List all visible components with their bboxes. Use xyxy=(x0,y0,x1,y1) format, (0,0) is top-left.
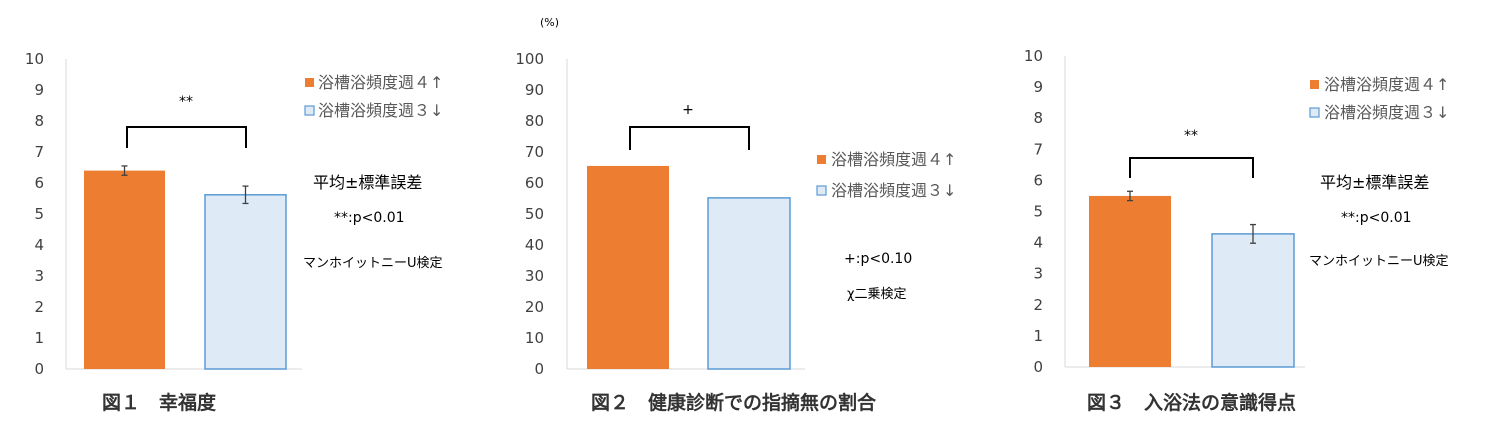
significance-marker: + xyxy=(682,102,694,118)
bar-series2 xyxy=(1211,233,1295,368)
legend-swatch-series2 xyxy=(1309,107,1320,118)
chart-2-svg: (%) 0 10 20 30 40 50 60 70 80 90 100 + 浴槽浴頻度週４↑ 浴槽… xyxy=(515,16,956,414)
legend-swatch-series1 xyxy=(305,78,314,87)
note-test-name: マンホイットニーU検定 xyxy=(1309,254,1449,269)
chart-1-svg: 0 1 2 3 4 5 6 7 8 9 10 ** 浴槽浴頻度週４↑ 浴槽浴頻度週３↓ 平均±標準誤… xyxy=(25,50,444,414)
y-tick-label: 8 xyxy=(34,112,44,130)
y-tick-label: 7 xyxy=(1033,140,1043,158)
legend-swatch-series2 xyxy=(816,185,827,196)
y-tick-label: 40 xyxy=(525,236,544,254)
chart-panel-1: 0 1 2 3 4 5 6 7 8 9 10 ** 浴槽浴頻度週４↑ 浴槽浴頻度週３↓ 平均±標準誤… xyxy=(0,0,500,435)
y-tick-label: 0 xyxy=(534,360,544,378)
legend-label-series1: 浴槽浴頻度週４↑ xyxy=(831,150,956,169)
y-tick-label: 1 xyxy=(1033,327,1043,345)
y-tick-label: 4 xyxy=(1033,234,1043,252)
y-tick-label: 2 xyxy=(34,298,44,316)
y-tick-label: 8 xyxy=(1033,109,1043,127)
figure-caption: 図３ 入浴法の意識得点 xyxy=(1087,391,1296,414)
legend-swatch-series1 xyxy=(1310,80,1319,89)
figure-caption: 図１ 幸福度 xyxy=(102,391,217,414)
significance-marker: ** xyxy=(179,94,193,110)
y-tick-label: 3 xyxy=(34,267,44,285)
y-tick-label: 10 xyxy=(1024,47,1043,65)
legend-label-series2: 浴槽浴頻度週３↓ xyxy=(831,181,956,200)
chart-3-svg: 0 1 2 3 4 5 6 7 8 9 10 ** 浴槽浴頻度週４↑ 浴槽浴頻度週３↓ 平均±標準誤… xyxy=(1024,47,1450,414)
y-tick-label: 9 xyxy=(1033,78,1043,96)
y-tick-label: 10 xyxy=(25,50,44,68)
y-tick-label: 10 xyxy=(525,329,544,347)
legend-swatch-series1 xyxy=(817,155,826,164)
significance-bracket xyxy=(629,126,750,150)
bar-series1 xyxy=(1089,195,1171,367)
y-tick-label: 60 xyxy=(525,174,544,192)
legend-swatch-series2 xyxy=(304,105,315,116)
y-tick-label: 5 xyxy=(1033,203,1043,221)
note-test-name: マンホイットニーU検定 xyxy=(303,256,443,271)
y-tick-label: 3 xyxy=(1033,265,1043,283)
y-tick-label: 30 xyxy=(525,267,544,285)
y-tick-label: 5 xyxy=(34,205,44,223)
y-unit-label: (%) xyxy=(540,16,559,29)
bar-series2 xyxy=(707,197,791,370)
y-tick-label: 2 xyxy=(1033,296,1043,314)
bar-series1 xyxy=(587,165,669,369)
note-test-name: χ二乗検定 xyxy=(847,287,907,302)
y-tick-label: 1 xyxy=(34,329,44,347)
y-axis-ticks: 0 1 2 3 4 5 6 7 8 9 10 xyxy=(1024,47,1043,376)
note-pvalue: **:p<0.01 xyxy=(334,210,405,226)
bar-series1 xyxy=(84,170,165,369)
bar-series2 xyxy=(204,194,287,370)
y-tick-label: 80 xyxy=(525,112,544,130)
y-axis-ticks: 0 1 2 3 4 5 6 7 8 9 10 xyxy=(25,50,44,378)
note-mean-se: 平均±標準誤差 xyxy=(313,173,422,192)
significance-bracket xyxy=(1129,157,1254,178)
legend-label-series2: 浴槽浴頻度週３↓ xyxy=(1324,103,1449,122)
y-tick-label: 20 xyxy=(525,298,544,316)
y-axis-ticks: 0 10 20 30 40 50 60 70 80 90 100 xyxy=(515,50,544,378)
figure-caption: 図２ 健康診断での指摘無の割合 xyxy=(591,391,877,414)
y-tick-label: 4 xyxy=(34,236,44,254)
note-mean-se: 平均±標準誤差 xyxy=(1320,173,1429,192)
y-tick-label: 100 xyxy=(515,50,544,68)
legend-label-series2: 浴槽浴頻度週３↓ xyxy=(318,101,443,120)
y-tick-label: 7 xyxy=(34,143,44,161)
y-tick-label: 0 xyxy=(1033,358,1043,376)
legend-label-series1: 浴槽浴頻度週４↑ xyxy=(1324,75,1449,94)
y-tick-label: 9 xyxy=(34,81,44,99)
y-tick-label: 6 xyxy=(1033,171,1043,189)
y-tick-label: 50 xyxy=(525,205,544,223)
legend-label-series1: 浴槽浴頻度週４↑ xyxy=(318,73,443,92)
note-pvalue: +:p<0.10 xyxy=(844,251,912,267)
chart-panel-2: (%) 0 10 20 30 40 50 60 70 80 90 100 + 浴槽浴頻度週４↑ 浴槽… xyxy=(500,0,1000,435)
chart-panel-3: 0 1 2 3 4 5 6 7 8 9 10 ** 浴槽浴頻度週４↑ 浴槽浴頻度週３↓ 平均±標準誤… xyxy=(1000,0,1500,435)
y-tick-label: 6 xyxy=(34,174,44,192)
significance-bracket xyxy=(126,126,247,148)
note-pvalue: **:p<0.01 xyxy=(1341,210,1412,226)
y-tick-label: 70 xyxy=(525,143,544,161)
y-tick-label: 0 xyxy=(34,360,44,378)
significance-marker: ** xyxy=(1184,128,1198,144)
y-tick-label: 90 xyxy=(525,81,544,99)
